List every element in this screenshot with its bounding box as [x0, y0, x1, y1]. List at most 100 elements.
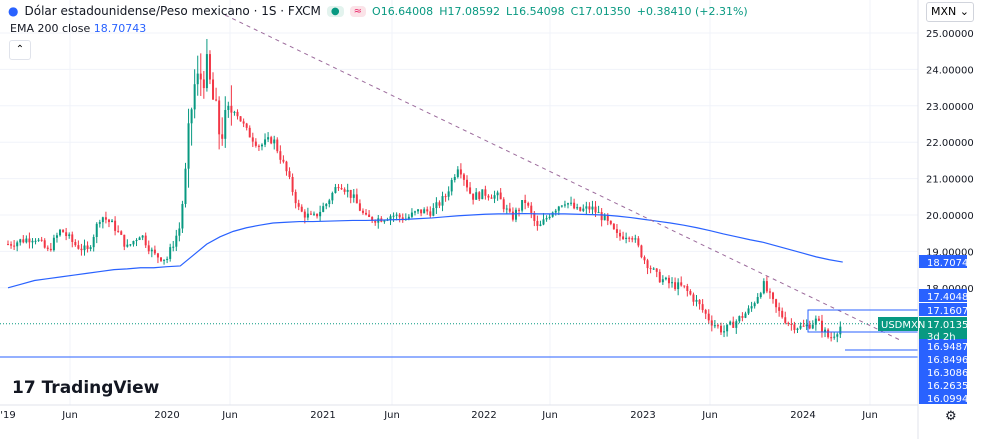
- candle-body: [31, 240, 34, 243]
- candle-body: [462, 174, 465, 180]
- candle-body: [316, 213, 319, 217]
- candle-body: [199, 73, 202, 80]
- candle-body: [689, 291, 692, 295]
- x-tick-label: '19: [0, 410, 15, 421]
- candle-body: [407, 216, 410, 219]
- candle-body: [297, 203, 300, 207]
- candle-body: [634, 238, 637, 240]
- candle-body: [282, 159, 285, 162]
- ema-legend[interactable]: EMA 200 close 18.70743: [10, 22, 146, 35]
- candle-body: [163, 259, 166, 261]
- candle-body: [511, 211, 514, 220]
- candle-body: [707, 313, 710, 321]
- candle-body: [83, 245, 86, 251]
- ohlc-open: O16.64008: [372, 4, 434, 18]
- candle-body: [527, 203, 530, 206]
- candle-body: [187, 123, 190, 169]
- candle-body: [71, 234, 74, 242]
- delayed-icon: ≈: [349, 5, 367, 17]
- candle-body: [239, 116, 242, 122]
- candle-body: [374, 220, 377, 223]
- candle-body: [667, 277, 670, 284]
- candle-body: [839, 326, 842, 335]
- price-label-bg: [919, 339, 967, 352]
- y-tick-label: 24.00000: [926, 65, 974, 76]
- price-label: 18.70743: [927, 258, 975, 269]
- candle-body: [395, 214, 398, 216]
- candle-body: [698, 299, 701, 305]
- candle-body: [236, 111, 239, 117]
- candle-body: [597, 212, 600, 214]
- candle-body: [184, 168, 187, 205]
- candle-body: [294, 191, 297, 204]
- candle-body: [820, 320, 823, 333]
- candle-body: [438, 202, 441, 206]
- candle-body: [352, 194, 355, 198]
- candle-body: [208, 54, 211, 80]
- candle-body: [254, 141, 257, 146]
- ema-200-line: [7, 212, 843, 289]
- candle-body: [371, 216, 374, 221]
- candle-body: [582, 208, 585, 211]
- candle-body: [13, 245, 16, 247]
- candle-body: [291, 177, 294, 192]
- candle-body: [778, 307, 781, 311]
- candle-body: [111, 220, 114, 223]
- candle-body: [49, 248, 52, 251]
- candle-body: [466, 179, 469, 188]
- candle-body: [426, 209, 429, 212]
- candle-body: [349, 189, 352, 198]
- x-tick-label: 2022: [471, 410, 496, 421]
- candle-body: [309, 213, 312, 215]
- candle-body: [612, 223, 615, 230]
- candle-body: [43, 240, 46, 248]
- candle-body: [628, 237, 631, 239]
- candle-body: [680, 282, 683, 286]
- collapse-legend-button[interactable]: ⌃: [9, 40, 31, 60]
- candle-body: [545, 218, 548, 220]
- candle-body: [811, 324, 814, 329]
- candle-body: [227, 105, 230, 110]
- candle-body: [126, 244, 129, 247]
- price-label: 16.26353: [927, 381, 975, 392]
- candle-body: [34, 240, 37, 242]
- currency-select[interactable]: MXN ⌄: [926, 2, 974, 22]
- y-tick-label: 20.00000: [926, 211, 974, 222]
- tradingview-logo[interactable]: 𝟭𝟳 TradingView: [12, 378, 159, 398]
- candle-body: [435, 202, 438, 209]
- candle-body: [25, 238, 28, 243]
- candle-body: [196, 73, 199, 85]
- symbol-title[interactable]: Dólar estadounidense/Peso mexicano · 1S …: [24, 4, 321, 18]
- candle-body: [747, 308, 750, 314]
- candle-body: [28, 238, 31, 243]
- candle-body: [732, 321, 735, 328]
- candle-body: [65, 232, 68, 237]
- logo-text: TradingView: [41, 378, 160, 398]
- candle-body: [40, 239, 43, 241]
- ohlc-close: C17.01350: [570, 4, 631, 18]
- candle-body: [625, 237, 628, 239]
- candle-body: [413, 211, 416, 213]
- candle-body: [300, 206, 303, 212]
- candle-body: [205, 54, 208, 89]
- candle-body: [824, 329, 827, 333]
- candle-body: [337, 187, 340, 189]
- candle-body: [429, 211, 432, 216]
- candle-body: [493, 195, 496, 199]
- candle-body: [144, 235, 147, 246]
- candle-body: [340, 188, 343, 190]
- candle-body: [401, 217, 404, 221]
- x-tick-label: Jun: [221, 410, 238, 421]
- candle-body: [704, 310, 707, 314]
- candle-body: [389, 216, 392, 220]
- candle-body: [600, 212, 603, 221]
- candle-body: [417, 209, 420, 212]
- candle-body: [585, 206, 588, 209]
- candle-body: [588, 206, 591, 210]
- candle-body: [19, 239, 22, 243]
- candle-body: [524, 200, 527, 204]
- candle-body: [496, 192, 499, 196]
- candle-body: [270, 137, 273, 144]
- candle-body: [306, 213, 309, 218]
